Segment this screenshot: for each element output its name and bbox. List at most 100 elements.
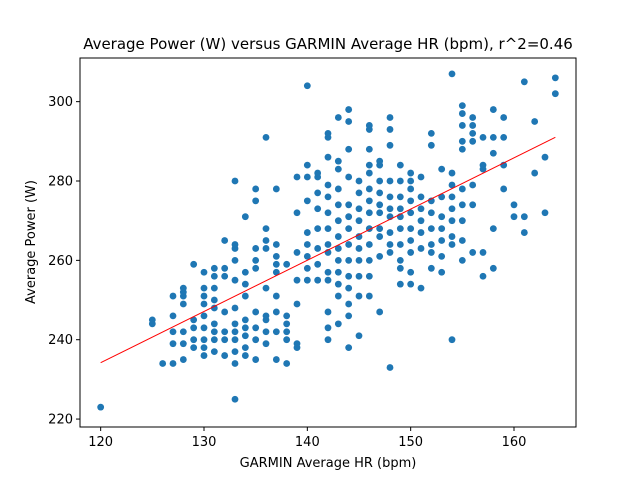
data-point: [210, 304, 218, 312]
data-point: [303, 197, 311, 205]
data-point: [283, 328, 291, 336]
data-point: [324, 225, 332, 233]
data-point: [283, 260, 291, 268]
data-point: [345, 284, 353, 292]
data-point: [427, 141, 435, 149]
data-point: [262, 133, 270, 141]
data-point: [241, 332, 249, 340]
data-point: [365, 256, 373, 264]
data-point: [479, 249, 487, 256]
data-point: [334, 256, 342, 264]
data-point: [355, 217, 363, 225]
data-point: [427, 241, 435, 248]
x-tick-label: 130: [192, 435, 217, 450]
data-point: [210, 264, 218, 272]
data-point: [241, 292, 249, 300]
data-point: [458, 137, 466, 145]
data-point: [221, 264, 229, 272]
data-point: [458, 102, 466, 110]
data-point: [438, 268, 446, 276]
data-point: [551, 74, 559, 82]
data-point: [376, 233, 384, 240]
data-point: [458, 256, 466, 264]
data-point: [469, 201, 477, 209]
data-point: [272, 185, 280, 193]
data-point: [252, 197, 260, 205]
data-point: [448, 181, 456, 189]
data-point: [283, 312, 291, 320]
data-point: [169, 328, 177, 336]
y-tick-label: 240: [48, 333, 73, 348]
data-point: [448, 70, 456, 78]
data-point: [345, 225, 353, 233]
data-point: [376, 189, 384, 197]
data-point: [262, 284, 270, 292]
data-point: [396, 177, 404, 185]
data-point: [396, 280, 404, 288]
data-point: [469, 129, 477, 137]
data-point: [520, 78, 528, 86]
data-point: [355, 256, 363, 264]
x-tick-label: 160: [502, 435, 527, 450]
data-point: [427, 209, 435, 217]
data-point: [355, 272, 363, 280]
data-point: [469, 181, 477, 189]
data-point: [324, 276, 332, 284]
data-point: [541, 209, 549, 217]
data-point: [169, 292, 177, 300]
data-point: [210, 336, 218, 344]
data-point: [241, 316, 249, 324]
data-point: [200, 284, 208, 292]
data-point: [97, 403, 105, 411]
data-point: [324, 336, 332, 344]
data-point: [190, 336, 198, 344]
data-point: [303, 161, 311, 169]
data-point: [231, 395, 239, 403]
data-point: [386, 126, 394, 133]
data-point: [334, 292, 342, 300]
data-point: [334, 233, 342, 240]
data-point: [324, 268, 332, 276]
data-point: [345, 106, 353, 113]
data-point: [241, 324, 249, 332]
data-point: [376, 209, 384, 217]
data-point: [365, 169, 373, 177]
data-point: [365, 272, 373, 280]
data-point: [438, 252, 446, 260]
data-point: [407, 169, 415, 177]
data-point: [241, 280, 249, 288]
data-point: [262, 340, 270, 348]
data-point: [272, 241, 280, 248]
data-point: [303, 173, 311, 181]
data-point: [252, 336, 260, 344]
data-point: [210, 348, 218, 356]
data-point: [262, 312, 270, 320]
data-point: [190, 316, 198, 324]
data-point: [252, 308, 260, 316]
data-point: [376, 225, 384, 233]
data-point: [489, 225, 497, 233]
data-point: [376, 308, 384, 316]
data-point: [334, 280, 342, 288]
data-point: [169, 312, 177, 320]
data-point: [190, 344, 198, 352]
data-point: [427, 225, 435, 233]
data-point: [396, 193, 404, 201]
data-point: [345, 241, 353, 248]
data-point: [200, 324, 208, 332]
data-point: [200, 292, 208, 300]
data-point: [252, 356, 260, 363]
data-point: [407, 249, 415, 256]
data-point: [458, 237, 466, 244]
data-point: [386, 193, 394, 201]
data-point: [365, 145, 373, 153]
data-point: [200, 312, 208, 320]
data-point: [159, 360, 167, 367]
data-point: [231, 328, 239, 336]
data-point: [531, 118, 539, 125]
data-point: [448, 205, 456, 213]
data-point: [438, 213, 446, 221]
data-point: [365, 241, 373, 248]
data-point: [293, 209, 301, 217]
